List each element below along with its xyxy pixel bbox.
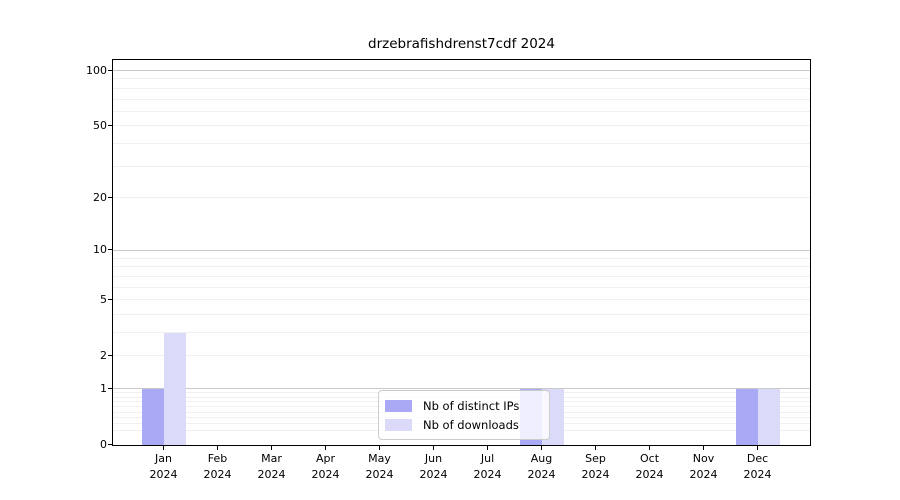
x-axis-label-month: Feb [207,452,228,465]
y-axis-tick [107,196,112,198]
x-axis-tick [271,445,272,450]
gridline-minor [113,355,810,357]
x-axis-tick [379,445,380,450]
x-axis-label-year: 2024 [527,468,556,481]
y-axis-label: 0 [100,438,107,451]
y-axis-label: 20 [93,190,107,204]
gridline-minor [113,332,810,334]
x-axis-label-month: Jan [155,452,172,465]
y-axis-tick [107,354,112,356]
x-axis-label-month: Dec [746,452,769,465]
gridline-minor [113,257,810,259]
x-axis-label-year: 2024 [473,468,502,481]
x-axis-label: May 2024 [350,451,410,483]
x-axis-label-year: 2024 [149,468,178,481]
x-axis-label-month: Mar [261,452,282,465]
y-axis-label: 100 [86,63,107,77]
gridline-minor [113,110,810,112]
x-axis-label-month: Nov [692,452,715,465]
x-axis-label: Dec 2024 [728,451,788,483]
y-axis-label: 1 [100,381,107,395]
gridline-minor [113,275,810,277]
gridline-minor [113,299,810,301]
x-axis-label: Sep 2024 [566,451,626,483]
x-axis-label-year: 2024 [581,468,610,481]
x-axis-label-year: 2024 [635,468,664,481]
x-axis-label-year: 2024 [419,468,448,481]
x-axis-label-month: Aug [530,452,553,465]
x-axis-label-month: Sep [585,452,606,465]
x-axis-tick [649,445,650,450]
x-axis-label-year: 2024 [203,468,232,481]
legend: Nb of distinct IPs Nb of downloads [378,390,550,440]
gridline-minor [113,197,810,199]
x-axis-label-month: Jul [480,452,495,465]
x-axis-label-month: Oct [639,452,660,465]
x-axis-tick [703,445,704,450]
chart-title: drzebrafishdrenst7cdf 2024 [368,36,555,52]
x-axis-label: Jan 2024 [134,451,194,483]
legend-label: Nb of distinct IPs [423,398,520,413]
x-axis-label-month: May [368,452,391,465]
x-axis-label-year: 2024 [257,468,286,481]
x-axis-label-year: 2024 [311,468,340,481]
x-axis-label: Feb 2024 [188,451,248,483]
y-axis-tick [107,249,112,251]
y-axis-label: 50 [93,118,107,132]
gridline-major [113,70,810,72]
x-axis-label: Oct 2024 [620,451,680,483]
x-axis-tick [541,445,542,450]
x-axis-label: Mar 2024 [242,451,302,483]
bar-distinct-ips [735,388,758,445]
bar-downloads [757,388,780,445]
y-axis-tick [107,124,112,126]
gridline-minor [113,98,810,100]
gridline-major [113,249,810,251]
legend-swatch-downloads [385,418,412,431]
legend-swatch-distinct-ips [385,399,412,412]
gridline-minor [113,313,810,315]
y-axis-tick [107,387,112,389]
x-axis-label-year: 2024 [689,468,718,481]
gridline-minor [113,286,810,288]
y-axis-label: 10 [93,243,107,257]
bar-downloads [163,332,186,445]
x-axis-label-month: Apr [315,452,336,465]
x-axis-label: Aug 2024 [512,451,572,483]
x-axis-label: Jun 2024 [404,451,464,483]
y-axis-tick [107,69,112,71]
y-axis-tick [107,298,112,300]
gridline-minor [113,266,810,268]
y-axis-label: 5 [100,292,107,306]
x-axis-label-month: Jun [424,452,443,465]
gridline-minor [113,125,810,127]
x-axis-tick [757,445,758,450]
gridline-minor [113,143,810,145]
gridline-major [113,388,810,390]
legend-item: Nb of downloads [385,415,543,434]
gridline-minor [113,78,810,80]
x-axis-tick [595,445,596,450]
plot-area [112,59,811,446]
x-axis-tick [487,445,488,450]
x-axis-tick [217,445,218,450]
x-axis-tick [433,445,434,450]
gridline-minor [113,87,810,89]
gridline-minor [113,165,810,167]
x-axis-label: Apr 2024 [296,451,356,483]
x-axis-label: Nov 2024 [674,451,734,483]
bar-distinct-ips [141,388,164,445]
legend-label: Nb of downloads [423,417,519,432]
x-axis-label-year: 2024 [365,468,394,481]
x-axis-tick [325,445,326,450]
x-axis-label-year: 2024 [743,468,772,481]
legend-item: Nb of distinct IPs [385,396,543,415]
y-axis-label: 2 [100,348,107,362]
y-axis-tick [107,444,112,445]
x-axis-label: Jul 2024 [458,451,518,483]
x-axis-tick [163,445,164,450]
